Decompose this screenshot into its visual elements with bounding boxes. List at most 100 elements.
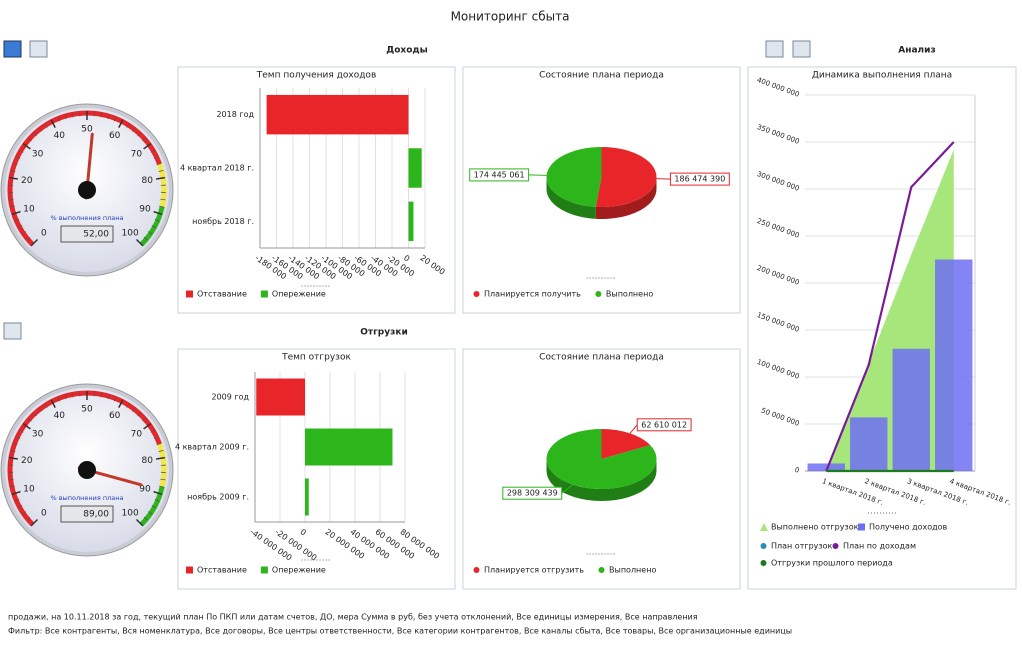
gauge-tick <box>8 456 18 460</box>
gauge-tick <box>11 490 21 496</box>
legend-marker <box>832 543 839 549</box>
gauge-minor-tick <box>38 127 42 132</box>
pie-slice <box>546 429 657 489</box>
gauge-minor-tick <box>44 123 48 128</box>
gauge-minor-tick <box>156 162 162 166</box>
leader-line <box>561 484 574 494</box>
legend-marker <box>186 290 193 298</box>
bar <box>408 201 414 242</box>
gauge-minor-tick <box>25 516 31 521</box>
gauge-minor-tick <box>64 394 67 400</box>
gauge-tick-label: 50 <box>81 405 93 415</box>
gauge-minor-tick <box>100 392 103 398</box>
gauge-minor-tick <box>25 236 31 241</box>
bar <box>935 259 973 471</box>
gauge-minor-tick <box>17 225 23 229</box>
bar <box>305 478 309 516</box>
legend-label: План отгрузок <box>771 542 833 551</box>
data-label-box <box>502 486 563 500</box>
gauge-minor-tick <box>153 436 159 439</box>
gauge-minor-tick <box>12 162 18 166</box>
gauge-minor-tick <box>18 429 24 433</box>
gauge-hub <box>78 461 96 479</box>
gauge-minor-tick <box>143 236 149 241</box>
gauge-tick <box>135 238 144 247</box>
icon-button[interactable] <box>3 40 22 58</box>
gauge-minor-tick <box>143 516 149 521</box>
gauge-minor-tick <box>147 511 153 515</box>
gauge-minor-tick <box>154 499 160 502</box>
section-title: Доходы <box>386 46 428 56</box>
data-label-box <box>469 168 530 182</box>
data-label: 174 445 061 <box>474 170 525 179</box>
pie-slice-side <box>595 177 657 219</box>
gauge-minor-tick <box>160 478 166 481</box>
footer-text: продажи, на 10.11.2018 за год, текущий п… <box>8 613 698 622</box>
gauge-caption: % выполнения плана <box>51 214 124 222</box>
gauge-tick-label: 30 <box>32 430 44 440</box>
icon-button[interactable] <box>792 40 811 58</box>
gauge-minor-tick <box>151 505 157 509</box>
gauge-minor-tick <box>32 412 37 417</box>
gauge-minor-tick <box>9 205 15 208</box>
gauge-tick-label: 10 <box>23 484 35 494</box>
chart-title: Динамика выполнения плана <box>812 71 952 81</box>
legend-marker <box>760 560 767 566</box>
gauge-minor-tick <box>158 449 164 452</box>
pie-slice <box>595 147 657 207</box>
gauge-tick <box>156 456 166 460</box>
pie-slice-side <box>546 459 657 501</box>
gauge-tick <box>11 210 21 216</box>
gauge-minor-tick <box>12 442 18 446</box>
gauge-tick-label: 40 <box>54 131 66 141</box>
icon-button[interactable] <box>3 322 22 340</box>
legend-marker <box>760 523 768 531</box>
page-title: Мониторинг сбыта <box>451 10 570 24</box>
gauge-minor-tick <box>100 112 103 118</box>
gauge-minor-tick <box>17 505 23 509</box>
gauge-tick-label: 60 <box>109 131 121 141</box>
gauge-tick-label: 80 <box>142 176 154 186</box>
legend-label: Выполнено отгрузок <box>771 523 859 532</box>
legend-marker <box>598 567 605 573</box>
gauge-minor-tick <box>113 116 117 122</box>
gauge-tick-label: 0 <box>41 229 47 239</box>
chart-title: Темп отгрузок <box>281 353 351 363</box>
gauge-value: 52,00 <box>83 230 109 240</box>
legend-marker <box>260 566 268 574</box>
gauge-minor-tick <box>132 407 136 412</box>
gauge-tick <box>22 422 31 430</box>
bar <box>408 148 422 188</box>
gauge-tick-label: 20 <box>21 456 33 466</box>
legend-label: Выполнено <box>609 566 656 575</box>
gauge-minor-tick <box>142 417 147 422</box>
gauge-tick-label: 90 <box>139 484 151 494</box>
x-tick-label: 0 <box>298 527 307 537</box>
gauge-minor-tick <box>14 219 20 222</box>
gauge-minor-tick <box>64 114 67 120</box>
gauge-tick <box>30 238 39 247</box>
gauge-tick <box>156 176 166 180</box>
legend-label: Отставание <box>197 290 247 299</box>
legend-marker <box>186 566 193 574</box>
gauge-tick <box>153 210 163 216</box>
gauge-value-box <box>60 505 114 523</box>
y-tick-label: 0 <box>793 466 800 475</box>
gauge-minor-tick <box>27 137 32 142</box>
gauge-minor-tick <box>57 396 61 402</box>
gauge-minor-tick <box>27 417 32 422</box>
gauge-minor-tick <box>8 198 14 201</box>
data-label-box <box>669 172 730 186</box>
data-label-box <box>636 418 692 432</box>
bar <box>266 94 409 135</box>
gauge-tick-label: 80 <box>142 456 154 466</box>
icon-button[interactable] <box>29 40 48 58</box>
toolbar[interactable] <box>3 40 811 340</box>
icon-button[interactable] <box>765 40 784 58</box>
gauge-tick-label: 100 <box>122 509 139 519</box>
gauge-minor-tick <box>150 429 156 433</box>
legend-label: Опережение <box>272 290 326 299</box>
gauge-tick <box>143 142 152 150</box>
gauge-minor-tick <box>71 392 74 398</box>
